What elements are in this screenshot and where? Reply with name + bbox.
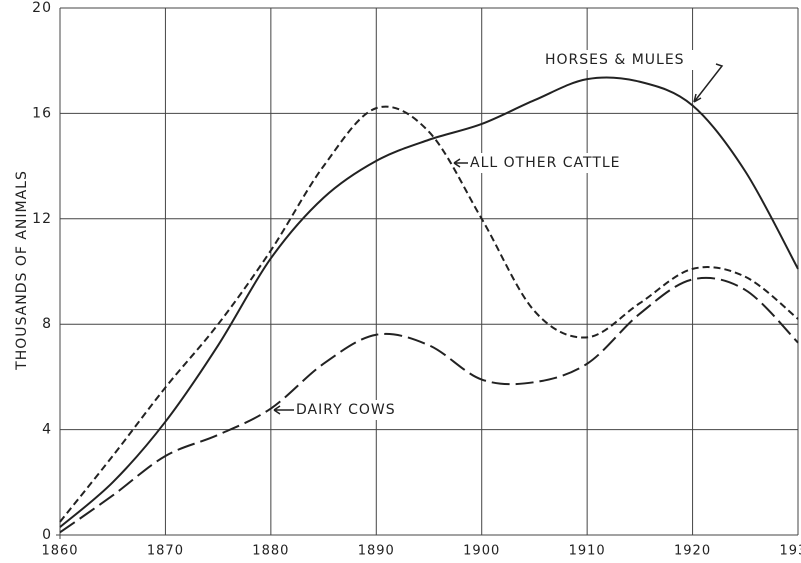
label-background <box>294 400 414 420</box>
y-tick-label: 4 <box>42 422 52 438</box>
y-tick-label: 16 <box>32 105 52 121</box>
series-annotation: DAIRY COWS <box>296 402 396 418</box>
x-tick-label: 1930 <box>779 544 801 559</box>
label-background <box>543 50 713 70</box>
x-tick-label: 1870 <box>147 544 184 559</box>
y-tick-label: 8 <box>42 316 52 332</box>
series-line <box>59 76 799 528</box>
x-tick-label: 1910 <box>569 544 606 559</box>
annotation-arrow <box>273 405 294 415</box>
annotation-arrow <box>453 158 468 168</box>
y-tick-label: 20 <box>32 0 52 16</box>
annotation-arrow <box>693 63 724 103</box>
x-tick-label: 1860 <box>41 544 78 559</box>
x-tick-label: 1890 <box>358 544 395 559</box>
series-line <box>59 105 799 523</box>
y-axis-label: THOUSANDS OF ANIMALS <box>14 170 30 371</box>
y-tick-label: 0 <box>42 527 52 543</box>
series-annotation: HORSES & MULES <box>545 52 685 68</box>
x-tick-label: 1920 <box>674 544 711 559</box>
y-tick-label: 12 <box>32 211 52 227</box>
x-tick-label: 1880 <box>252 544 289 559</box>
series-line <box>59 276 799 534</box>
x-tick-label: 1900 <box>463 544 500 559</box>
series-annotation: ALL OTHER CATTLE <box>470 155 621 171</box>
label-background <box>468 153 668 173</box>
